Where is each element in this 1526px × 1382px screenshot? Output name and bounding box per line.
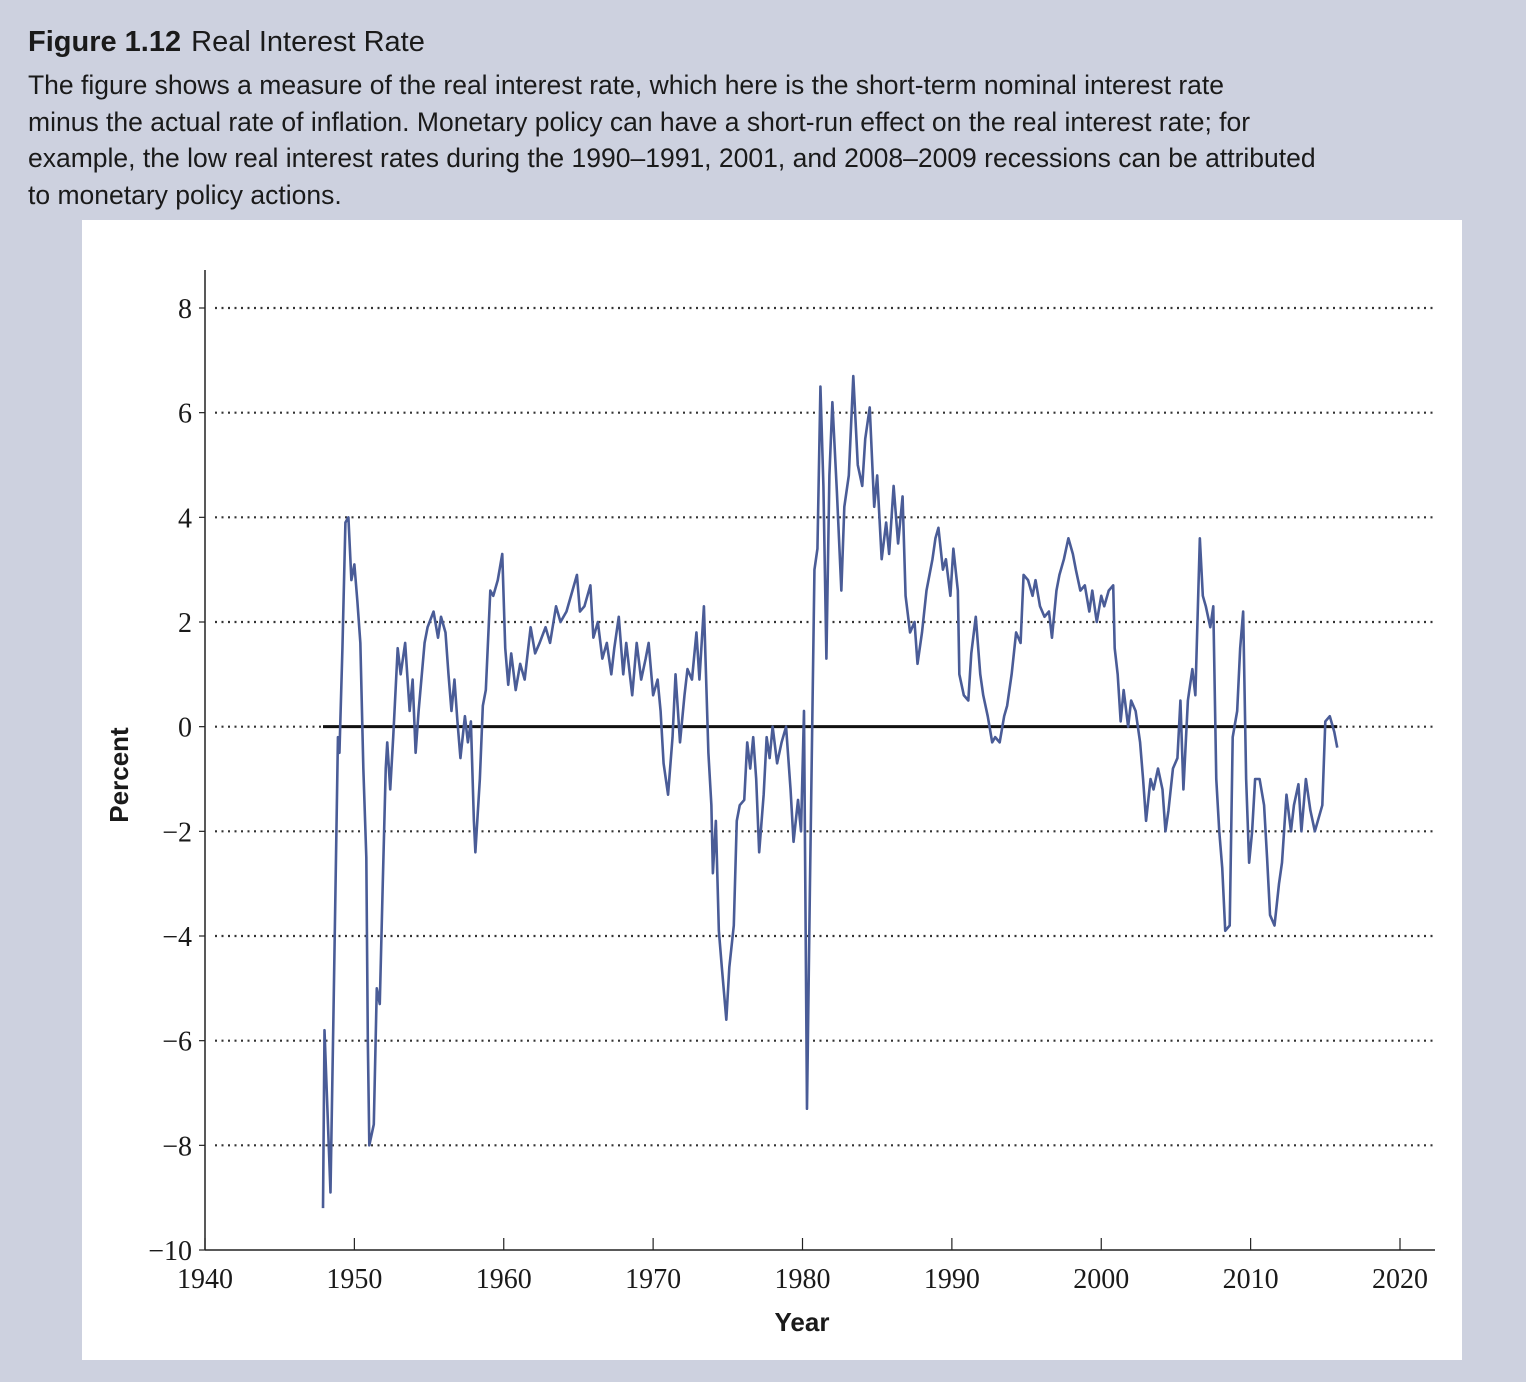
x-tick-label: 1940 bbox=[177, 1264, 233, 1295]
caption-line: to monetary policy actions. bbox=[28, 179, 342, 210]
y-tick-label: 4 bbox=[178, 503, 192, 534]
x-tick-label: 1950 bbox=[326, 1264, 382, 1295]
y-tick-label: −6 bbox=[162, 1027, 192, 1058]
x-tick-label: 2000 bbox=[1073, 1264, 1129, 1295]
y-tick-label: −10 bbox=[148, 1236, 192, 1267]
x-tick-label: 1990 bbox=[924, 1264, 980, 1295]
series-line bbox=[321, 374, 1339, 1209]
figure-title: Figure 1.12 Real Interest Rate bbox=[28, 26, 1518, 59]
y-tick-label: −4 bbox=[162, 922, 192, 953]
x-tick-label: 2020 bbox=[1372, 1264, 1428, 1295]
y-tick-label: 2 bbox=[178, 608, 192, 639]
y-tick-label: 6 bbox=[178, 399, 192, 430]
x-tick-label: 1970 bbox=[625, 1264, 681, 1295]
y-tick-label: 8 bbox=[178, 294, 192, 325]
y-axis-label: Percent bbox=[104, 727, 134, 823]
figure-number: Figure 1.12 bbox=[28, 26, 182, 58]
x-tick-label: 1960 bbox=[476, 1264, 532, 1295]
x-axis-label: Year bbox=[775, 1307, 830, 1337]
y-tick-label: −8 bbox=[162, 1131, 192, 1162]
x-tick-label: 1980 bbox=[775, 1264, 831, 1295]
header: Figure 1.12 Real Interest Rate The figure… bbox=[28, 26, 1518, 213]
caption-line: minus the actual rate of inflation. Mone… bbox=[28, 106, 1251, 137]
caption-line: example, the low real interest rates dur… bbox=[28, 143, 1316, 173]
y-tick-label: 0 bbox=[178, 713, 192, 744]
y-tick-label: −2 bbox=[162, 817, 192, 848]
x-tick-label: 2010 bbox=[1223, 1264, 1279, 1295]
caption-line: The figure shows a measure of the real i… bbox=[28, 70, 1224, 100]
title-text: Real Interest Rate bbox=[191, 26, 425, 58]
